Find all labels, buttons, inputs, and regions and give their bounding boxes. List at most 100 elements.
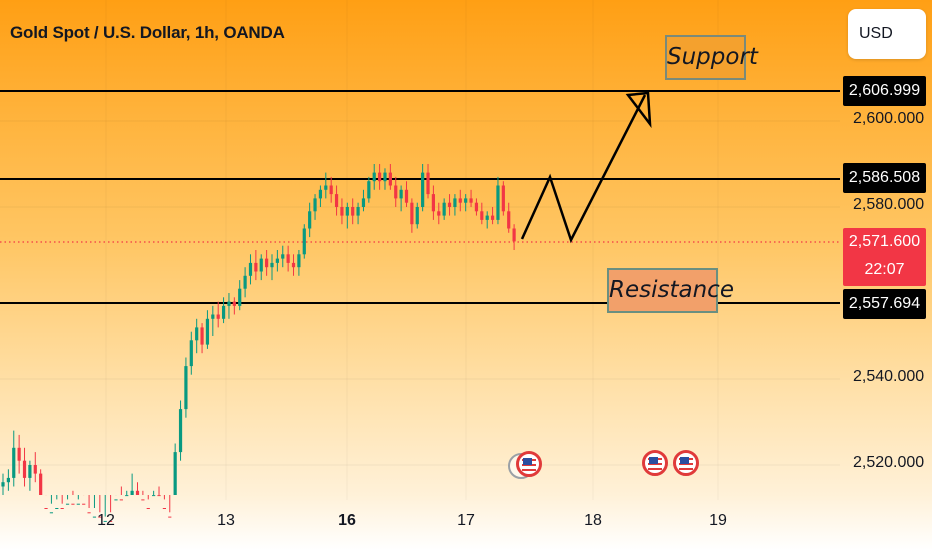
candle-up[interactable]: [297, 254, 301, 268]
candle-down[interactable]: [119, 499, 123, 501]
candle-up[interactable]: [114, 499, 118, 501]
candle-down[interactable]: [39, 473, 43, 495]
candle-down[interactable]: [291, 262, 296, 268]
candle-down[interactable]: [437, 211, 441, 216]
candle-up[interactable]: [367, 181, 371, 199]
us-flag-event-icon[interactable]: [516, 451, 542, 477]
candle-down[interactable]: [146, 508, 150, 509]
candle-up[interactable]: [485, 215, 489, 220]
candle-up[interactable]: [453, 198, 457, 207]
currency-button[interactable]: USD: [848, 9, 926, 59]
candle-down[interactable]: [265, 258, 269, 268]
candle-down[interactable]: [22, 460, 27, 478]
candle-down[interactable]: [474, 202, 479, 212]
candle-down[interactable]: [512, 228, 516, 242]
candle-down[interactable]: [162, 508, 166, 509]
candle-up[interactable]: [243, 275, 247, 289]
candle-down[interactable]: [71, 503, 75, 505]
candle-down[interactable]: [98, 516, 102, 518]
candle-down[interactable]: [17, 447, 21, 461]
candle-down[interactable]: [60, 508, 64, 509]
candle-down[interactable]: [232, 301, 236, 306]
candle-down[interactable]: [410, 202, 414, 225]
candle-down[interactable]: [82, 503, 86, 505]
resistance-annotation[interactable]: Resistance: [607, 268, 734, 313]
candle-up[interactable]: [248, 262, 253, 276]
candle-up[interactable]: [1, 482, 5, 487]
candle-up[interactable]: [152, 495, 156, 497]
candle-up[interactable]: [55, 508, 59, 509]
candle-down[interactable]: [329, 185, 333, 195]
candle-up[interactable]: [189, 340, 193, 367]
candle-up[interactable]: [324, 185, 328, 190]
candle-up[interactable]: [259, 258, 263, 272]
candle-down[interactable]: [394, 185, 398, 199]
candle-up[interactable]: [415, 207, 419, 225]
candle-up[interactable]: [76, 503, 80, 505]
candle-up[interactable]: [383, 172, 387, 182]
candle-down[interactable]: [469, 198, 473, 203]
candle-down[interactable]: [157, 495, 161, 497]
candle-down[interactable]: [168, 516, 172, 518]
candle-down[interactable]: [254, 262, 258, 272]
candle-down[interactable]: [431, 194, 435, 212]
candle-down[interactable]: [404, 189, 409, 203]
candle-up[interactable]: [308, 211, 312, 229]
candle-down[interactable]: [286, 254, 290, 263]
candle-up[interactable]: [227, 301, 231, 306]
candle-up[interactable]: [464, 198, 468, 203]
candle-down[interactable]: [44, 508, 48, 509]
candle-up[interactable]: [302, 228, 306, 255]
candle-up[interactable]: [281, 254, 285, 259]
candle-up[interactable]: [28, 465, 32, 478]
candle-up[interactable]: [125, 495, 129, 497]
candle-up[interactable]: [195, 327, 199, 341]
candle-down[interactable]: [351, 207, 355, 216]
candle-up[interactable]: [318, 189, 323, 199]
candle-down[interactable]: [388, 172, 392, 186]
candle-down[interactable]: [501, 185, 505, 212]
candle-up[interactable]: [49, 512, 54, 514]
candle-up[interactable]: [65, 503, 70, 505]
candle-up[interactable]: [313, 198, 317, 212]
candle-up[interactable]: [275, 258, 279, 263]
candle-up[interactable]: [442, 202, 446, 216]
candle-down[interactable]: [340, 207, 344, 216]
candle-up[interactable]: [184, 366, 188, 410]
candle-down[interactable]: [141, 499, 145, 501]
candle-up[interactable]: [496, 185, 500, 220]
candle-up[interactable]: [372, 172, 376, 182]
candle-up[interactable]: [92, 516, 97, 518]
candle-down[interactable]: [33, 465, 37, 474]
candle-up[interactable]: [421, 172, 425, 207]
candle-up[interactable]: [238, 288, 242, 306]
candle-up[interactable]: [178, 409, 183, 453]
candle-up[interactable]: [6, 477, 10, 483]
candle-up[interactable]: [356, 207, 360, 216]
candle-down[interactable]: [378, 172, 382, 182]
us-flag-event-icon[interactable]: [642, 450, 668, 476]
candle-up[interactable]: [205, 318, 210, 345]
candle-down[interactable]: [458, 198, 462, 203]
symbol-title[interactable]: Gold Spot / U.S. Dollar, 1h, OANDA: [10, 23, 285, 42]
candle-down[interactable]: [507, 211, 511, 229]
candle-up[interactable]: [12, 447, 16, 478]
candle-down[interactable]: [200, 327, 204, 345]
candle-up[interactable]: [103, 520, 107, 522]
candle-down[interactable]: [426, 172, 430, 195]
candle-down[interactable]: [480, 211, 484, 220]
candle-up[interactable]: [221, 305, 226, 319]
candle-up[interactable]: [399, 189, 403, 199]
candle-up[interactable]: [211, 314, 215, 319]
us-flag-event-icon[interactable]: [673, 450, 699, 476]
candle-down[interactable]: [87, 512, 91, 514]
candle-up[interactable]: [130, 490, 134, 495]
candle-down[interactable]: [216, 314, 220, 319]
candle-up[interactable]: [345, 207, 349, 216]
candle-down[interactable]: [490, 215, 495, 220]
candle-up[interactable]: [270, 262, 274, 268]
candle-up[interactable]: [361, 198, 366, 207]
candle-down[interactable]: [334, 194, 339, 207]
